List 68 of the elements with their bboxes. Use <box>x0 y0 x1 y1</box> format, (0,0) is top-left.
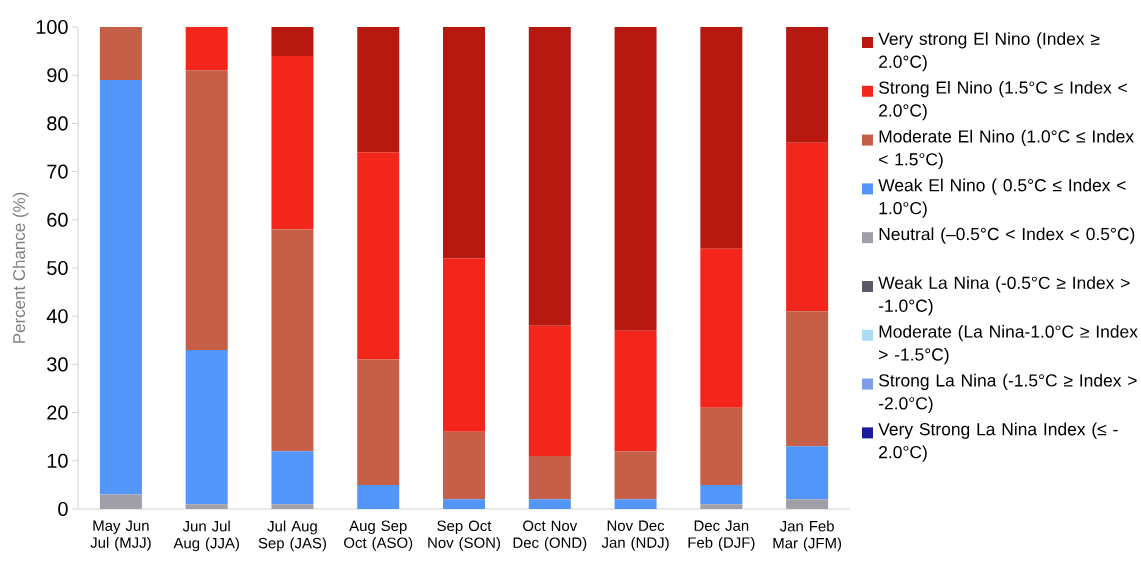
legend-label: Strong La Nina (-1.5°C ≥ Index > -2.0°C) <box>878 373 1137 413</box>
bar <box>185 26 228 71</box>
y-tick-label: 90 <box>47 68 68 83</box>
legend-label: Weak La Nina (-0.5°C ≥ Index > -1.0°C) <box>878 276 1130 316</box>
bar <box>271 229 314 452</box>
bar <box>700 26 743 249</box>
bar <box>528 499 571 509</box>
x-tick-label: Dec Jan Feb (DJF) <box>688 520 755 551</box>
bar <box>357 26 400 153</box>
legend-label: Strong El Nino (1.5°C ≤ Index < 2.0°C) <box>879 80 1127 121</box>
bar <box>700 504 743 509</box>
bar <box>528 26 571 326</box>
bar <box>443 431 486 500</box>
legend-label: Neutral (–0.5°C < Index < 0.5°C) <box>879 227 1135 244</box>
bar <box>614 330 657 452</box>
y-axis-title: Percent Chance (%) <box>12 192 29 343</box>
bar <box>700 248 743 408</box>
bar <box>786 499 829 509</box>
bar <box>528 325 571 456</box>
x-tick-label: Jun Jul Aug (JJA) <box>173 520 239 552</box>
bar <box>443 26 486 259</box>
y-tick-label: 40 <box>46 309 68 324</box>
y-tick-label: 30 <box>47 357 68 372</box>
bar <box>357 359 400 485</box>
bar <box>99 494 142 509</box>
x-tick-label: Jul Aug Sep (JAS) <box>258 520 326 552</box>
bar <box>271 26 314 56</box>
x-tick-label: Jan Feb Mar (JFM) <box>773 520 842 552</box>
bar <box>99 26 142 80</box>
y-tick-label: 20 <box>47 405 68 420</box>
x-tick-label: Nov Dec Jan (NDJ) <box>601 520 669 551</box>
bar <box>528 455 571 500</box>
bar <box>185 70 228 350</box>
x-tick-label: Aug Sep Oct (ASO) <box>344 520 413 551</box>
bar <box>614 499 657 509</box>
bar <box>357 484 400 509</box>
bar <box>99 80 142 495</box>
bar <box>357 152 400 360</box>
y-tick-label: 70 <box>47 164 68 179</box>
y-tick-label: 0 <box>58 501 68 517</box>
bar <box>786 26 829 143</box>
bar <box>786 142 829 312</box>
bar <box>614 26 657 331</box>
bar <box>614 451 657 500</box>
legend-label: Very Strong La Nina Index (≤ -2.0°C) <box>878 422 1118 462</box>
bar <box>786 446 829 500</box>
bar <box>271 55 314 230</box>
legend-label: Moderate (La Nina-1.0°C ≥ Index > -1.5°C) <box>879 324 1138 365</box>
y-tick-label: 80 <box>47 116 68 131</box>
bar <box>700 407 743 485</box>
y-tick-label: 50 <box>47 260 68 276</box>
bar <box>786 311 829 447</box>
legend-label: Moderate El Nino (1.0°C ≤ Index < 1.5°C) <box>879 129 1134 169</box>
legend-label: Very strong El Nino (Index ≥ 2.0°C) <box>878 32 1100 72</box>
bar <box>700 484 743 505</box>
bar <box>185 504 228 509</box>
x-tick-label: May Jun Jul (MJJ) <box>90 520 151 551</box>
legend-label: Weak El Nino ( 0.5°C ≤ Index < 1.0°C) <box>878 178 1126 218</box>
bar <box>443 258 486 432</box>
y-tick-label: 10 <box>47 453 68 468</box>
y-tick-label: 60 <box>47 212 68 227</box>
bar <box>271 451 314 505</box>
bar <box>271 504 314 509</box>
bar <box>443 499 486 509</box>
x-tick-label: Oct Nov Dec (OND) <box>513 520 587 551</box>
x-tick-label: Sep Oct Nov (SON) <box>428 520 501 551</box>
bar <box>185 349 228 505</box>
y-tick-label: 100 <box>36 19 68 35</box>
